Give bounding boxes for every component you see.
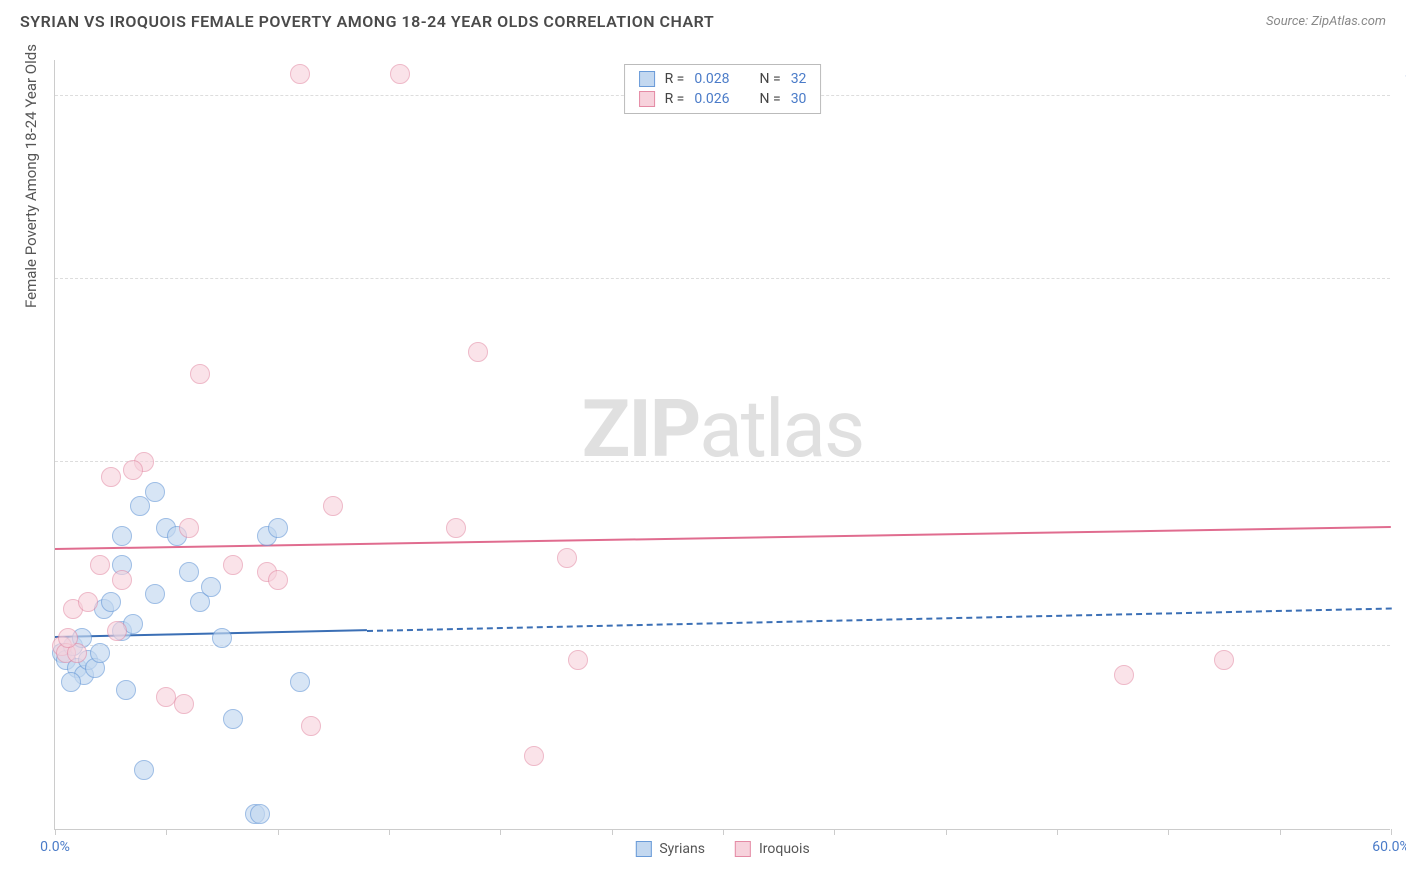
x-tick xyxy=(1391,829,1392,835)
data-point xyxy=(90,643,110,663)
n-value: 30 xyxy=(791,91,807,107)
data-point xyxy=(290,672,310,692)
series-legend: Syrians Iroquois xyxy=(635,841,809,857)
scatter-chart: ZIPatlas 25.0%50.0%75.0%100.0%0.0%60.0%R… xyxy=(54,60,1390,830)
x-tick xyxy=(1168,829,1169,835)
stats-legend-row: R = 0.026 N = 30 xyxy=(625,89,821,109)
chart-header: SYRIAN VS IROQUOIS FEMALE POVERTY AMONG … xyxy=(0,0,1406,39)
data-point xyxy=(179,562,199,582)
r-value: 0.028 xyxy=(694,71,729,87)
n-label: N = xyxy=(760,91,781,107)
data-point xyxy=(61,672,81,692)
data-point xyxy=(212,628,232,648)
data-point xyxy=(101,592,121,612)
data-point xyxy=(1214,650,1234,670)
legend-item: Syrians xyxy=(635,841,705,857)
legend-swatch xyxy=(639,91,655,107)
gridline xyxy=(55,278,1390,279)
data-point xyxy=(145,482,165,502)
x-tick-label: 0.0% xyxy=(40,839,70,855)
data-point xyxy=(223,555,243,575)
data-point xyxy=(1114,665,1134,685)
data-point xyxy=(250,804,270,824)
data-point xyxy=(190,364,210,384)
x-tick xyxy=(500,829,501,835)
data-point xyxy=(107,621,127,641)
data-point xyxy=(201,577,221,597)
data-point xyxy=(134,760,154,780)
legend-swatch xyxy=(635,841,651,857)
data-point xyxy=(268,518,288,538)
y-tick-label: 100.0% xyxy=(1395,72,1406,88)
data-point xyxy=(58,628,78,648)
data-point xyxy=(145,584,165,604)
y-tick-label: 75.0% xyxy=(1395,255,1406,271)
x-tick xyxy=(834,829,835,835)
n-label: N = xyxy=(760,71,781,87)
legend-label: Iroquois xyxy=(759,841,810,857)
stats-legend: R = 0.028 N = 32 R = 0.026 N = 30 xyxy=(624,64,822,114)
data-point xyxy=(116,680,136,700)
x-tick xyxy=(1057,829,1058,835)
r-label: R = xyxy=(665,91,685,107)
x-tick xyxy=(1280,829,1281,835)
gridline xyxy=(55,645,1390,646)
data-point xyxy=(123,460,143,480)
legend-swatch xyxy=(735,841,751,857)
n-value: 32 xyxy=(791,71,807,87)
trend-line-solid xyxy=(55,629,367,638)
data-point xyxy=(446,518,466,538)
y-tick-label: 50.0% xyxy=(1395,438,1406,454)
x-tick xyxy=(612,829,613,835)
legend-label: Syrians xyxy=(659,841,705,857)
y-axis-title: Female Poverty Among 18-24 Year Olds xyxy=(22,44,40,308)
x-tick xyxy=(55,829,56,835)
gridline xyxy=(55,461,1390,462)
y-tick-label: 25.0% xyxy=(1395,622,1406,638)
data-point xyxy=(468,342,488,362)
data-point xyxy=(179,518,199,538)
legend-item: Iroquois xyxy=(735,841,810,857)
stats-legend-row: R = 0.028 N = 32 xyxy=(625,69,821,89)
data-point xyxy=(223,709,243,729)
data-point xyxy=(174,694,194,714)
data-point xyxy=(112,526,132,546)
chart-title: SYRIAN VS IROQUOIS FEMALE POVERTY AMONG … xyxy=(20,12,714,31)
data-point xyxy=(323,496,343,516)
data-point xyxy=(301,716,321,736)
data-point xyxy=(268,570,288,590)
data-point xyxy=(524,746,544,766)
trend-line-dashed xyxy=(367,607,1391,631)
x-tick xyxy=(723,829,724,835)
x-tick xyxy=(278,829,279,835)
data-point xyxy=(101,467,121,487)
data-point xyxy=(112,570,132,590)
data-point xyxy=(557,548,577,568)
data-point xyxy=(290,64,310,84)
r-label: R = xyxy=(665,71,685,87)
x-tick-label: 60.0% xyxy=(1372,839,1406,855)
legend-swatch xyxy=(639,71,655,87)
r-value: 0.026 xyxy=(694,91,729,107)
data-point xyxy=(130,496,150,516)
x-tick xyxy=(946,829,947,835)
data-point xyxy=(90,555,110,575)
chart-source: Source: ZipAtlas.com xyxy=(1266,14,1386,29)
data-point xyxy=(568,650,588,670)
data-point xyxy=(78,592,98,612)
x-tick xyxy=(166,829,167,835)
trend-line xyxy=(55,526,1391,550)
data-point xyxy=(390,64,410,84)
x-tick xyxy=(389,829,390,835)
